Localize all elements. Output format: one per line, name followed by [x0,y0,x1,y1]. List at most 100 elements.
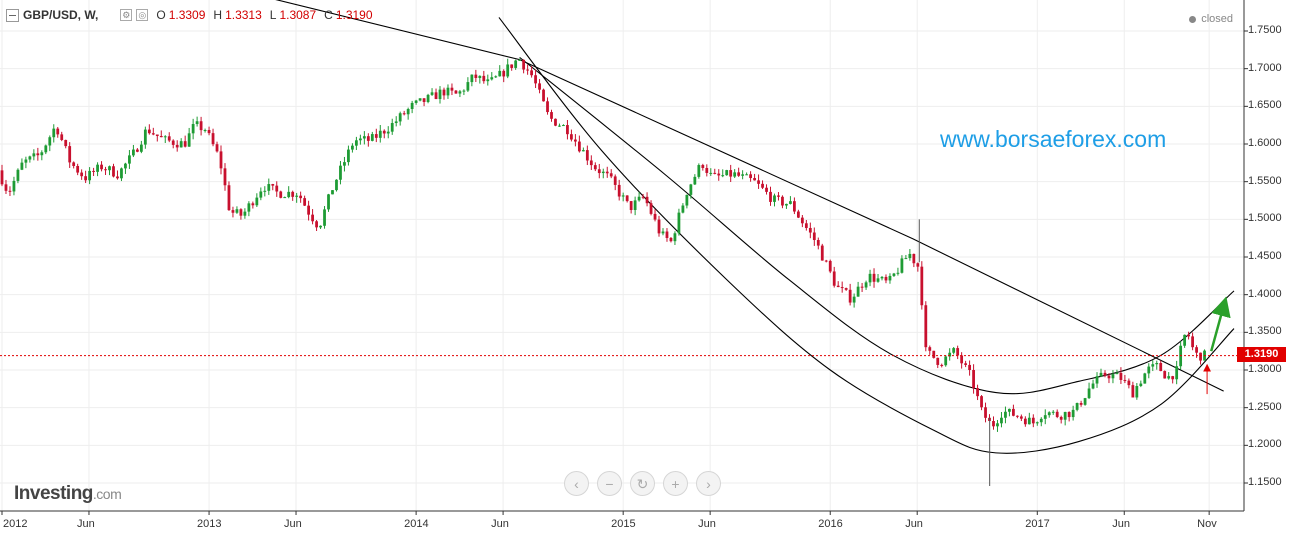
candle [171,139,175,149]
candle-body [1004,411,1007,418]
candle [693,174,697,186]
candle [1107,373,1111,384]
candle [159,130,163,138]
y-tick-label: 1.6500 [1248,99,1282,112]
candle [916,262,920,272]
candle [498,65,502,77]
candle [187,127,191,147]
zoom-out-button[interactable]: − [597,471,622,496]
status-dot-icon [1189,15,1197,23]
candle [868,269,872,287]
candle-body [482,75,486,82]
candle-body [490,77,494,80]
candle-body [912,253,916,264]
candle [339,160,342,185]
candle [976,384,979,401]
candle [116,170,119,180]
current-price-tag: 1.3190 [1237,347,1286,362]
candle-body [358,138,362,141]
candle-body [713,172,717,174]
candle-body [48,137,52,146]
options-icon[interactable]: ◎ [136,9,149,21]
axes [0,0,1248,515]
candle [928,345,932,355]
candle-body [20,162,24,170]
candle [1111,370,1115,384]
candle-body [960,355,964,364]
candle [474,69,478,82]
y-tick-label: 1.7500 [1248,24,1282,36]
candle [48,135,52,152]
candle [227,181,231,211]
candle [769,186,772,206]
candle-body [510,64,514,68]
y-tick-label: 1.3500 [1248,325,1282,338]
candle-body [1019,416,1023,419]
candle [669,237,673,243]
settings-icon[interactable]: ⚙ [120,9,133,21]
candle [139,140,143,154]
candle [1199,352,1202,365]
candle-body [203,130,207,132]
x-tick-label: Jun [491,518,509,530]
candle-body [179,141,183,148]
reset-button[interactable]: ↻ [630,471,655,496]
candle-body [271,184,275,186]
candle-body [924,305,928,348]
candle [88,167,91,185]
y-tick-label: 1.4500 [1248,250,1282,262]
candle-body [844,288,848,290]
candle [992,416,995,430]
candle [315,219,318,232]
candle-body [247,203,251,212]
scroll-left-button[interactable]: ‹ [564,471,589,496]
candle-body [609,173,613,177]
candle [143,126,147,149]
candle-body [657,219,661,234]
candle [633,196,637,216]
candle [366,133,370,147]
candle-body [112,166,115,177]
candle [378,125,382,143]
y-tick-label: 1.6000 [1248,137,1282,149]
candle-body [705,167,709,173]
zoom-in-button[interactable]: + [663,471,688,496]
candle [952,346,956,355]
candle [757,174,760,189]
candle-body [1067,411,1071,418]
candle-body [215,144,219,152]
scroll-right-button[interactable]: › [696,471,721,496]
candle-body [470,74,474,83]
candle [1163,370,1167,379]
candle-body [828,260,832,272]
candle [1015,415,1019,419]
candle [844,287,848,291]
candle [924,301,928,352]
candle-body [486,79,490,82]
candle [749,171,752,182]
candle-body [637,196,641,201]
candle [808,222,812,239]
candle [729,164,733,183]
chart-navigation: ‹ − ↻ + › [564,471,721,496]
market-status: closed [1189,13,1233,25]
y-tick-label: 1.4000 [1248,287,1282,300]
candle [980,395,983,411]
candle-body [745,174,749,176]
candle [299,191,303,203]
logo-suffix: .com [92,486,122,502]
candle-body [1055,411,1059,417]
candle [1099,368,1103,378]
x-tick-label: Jun [284,518,302,530]
candle [478,75,482,84]
candle [12,176,16,196]
y-tick-label: 1.1500 [1248,476,1282,488]
candle [458,89,462,98]
candle-body [167,136,171,141]
collapse-icon[interactable] [6,8,19,22]
candle [36,147,40,161]
candle [789,196,792,205]
candle [1043,409,1047,425]
